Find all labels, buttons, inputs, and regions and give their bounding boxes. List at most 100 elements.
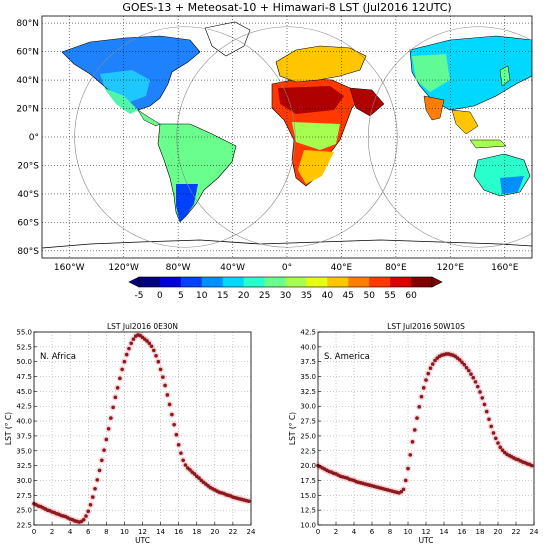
data-point — [419, 394, 424, 399]
x-axis-label: UTC — [135, 536, 150, 545]
x-tick-label: 18 — [476, 528, 485, 536]
y-tick-label: 37.5 — [16, 432, 32, 440]
mexico-warm-region — [104, 88, 138, 114]
x-tick-label: 14 — [156, 528, 165, 536]
y-tick-label: 27.5 — [16, 492, 32, 500]
x-tick-label: 4 — [68, 528, 73, 536]
data-point — [246, 499, 251, 504]
colorbar-swatch — [411, 277, 433, 287]
region-annotation: N. Africa — [40, 352, 76, 362]
x-tick-label: 6 — [370, 528, 375, 536]
data-point — [86, 509, 91, 514]
y-axis-label: LST (° C) — [4, 412, 13, 445]
data-point — [122, 359, 127, 364]
y-tick-label: 40.0 — [300, 343, 316, 351]
data-point — [496, 441, 500, 445]
map-axis-ticks: 160°W 120°W 80°W 40°W 0° 40°E 80°E 120°E 160°E 80… — [16, 19, 518, 273]
map-lon-tick-label: 80°W — [166, 263, 191, 273]
y-tick-label: 10.0 — [300, 522, 316, 530]
data-point — [124, 352, 129, 357]
data-point — [170, 412, 174, 417]
chart-north-africa: 0 2 4 6 8 10 12 14 16 18 20 22 2422.525.027.530.032.… — [4, 322, 256, 545]
colorbar-tick-label: 60 — [405, 291, 417, 301]
y-tick-label: 30.0 — [300, 403, 316, 411]
colorbar-tick-label: 30 — [280, 291, 292, 301]
data-point — [482, 402, 487, 407]
y-tick-label: 22.5 — [16, 522, 32, 530]
x-tick-label: 24 — [530, 528, 539, 536]
data-point — [188, 467, 192, 472]
data-point — [426, 371, 431, 376]
satellite-disk-2 — [367, 26, 532, 248]
map-lat-tick-label: 20°S — [17, 161, 39, 171]
x-tick-label: 2 — [334, 528, 338, 536]
colorbar-frame — [138, 276, 433, 288]
data-point — [161, 375, 165, 379]
data-point — [462, 362, 467, 367]
central-america — [137, 109, 161, 127]
map-lat-tick-label: 20°N — [16, 105, 39, 115]
greenland — [204, 21, 251, 57]
x-tick-label: 2 — [50, 528, 54, 536]
x-tick-label: 16 — [174, 528, 183, 536]
data-point — [464, 365, 469, 370]
map-graticule — [42, 16, 532, 258]
map-lon-tick-label: 120°E — [437, 263, 465, 273]
x-tick-label: 12 — [422, 528, 431, 536]
y-tick-label: 25.0 — [16, 507, 32, 515]
colorbar-swatch — [159, 277, 182, 287]
data-point — [167, 402, 172, 407]
y-tick-label: 25.0 — [300, 432, 316, 440]
data-point — [174, 432, 179, 437]
data-point — [491, 431, 496, 435]
data-point — [487, 417, 491, 422]
satellite-disk-0 — [74, 26, 296, 248]
data-point — [399, 489, 404, 494]
data-point — [471, 375, 476, 380]
chart-south-america: 0 2 4 6 8 10 12 14 16 18 20 22 2410.012.515.017.520.… — [288, 322, 539, 545]
map-lon-tick-label: 160°W — [54, 263, 85, 273]
data-point — [179, 451, 183, 455]
y-tick-label: 17.5 — [300, 477, 316, 485]
y-tick-label: 40.0 — [16, 418, 32, 426]
data-point — [415, 416, 419, 420]
map-lon-tick-label: 0° — [282, 263, 292, 273]
colorbar: -5 0 5 10 15 20 25 30 35 40 45 50 55 60 — [128, 276, 443, 301]
colorbar-swatch — [222, 277, 245, 287]
data-point — [478, 390, 482, 394]
data-point — [466, 368, 471, 373]
data-point — [475, 384, 480, 389]
colorbar-tick-label: 55 — [384, 291, 395, 301]
map-lon-tick-label: 80°E — [385, 263, 407, 273]
data-point — [100, 458, 104, 463]
data-point — [181, 458, 185, 463]
x-tick-label: 20 — [210, 528, 219, 536]
data-point — [93, 486, 97, 491]
colorbar-swatch — [243, 277, 265, 287]
x-tick-label: 10 — [404, 528, 413, 536]
data-point — [433, 358, 437, 363]
data-point — [158, 367, 163, 372]
data-point — [106, 426, 111, 431]
data-point — [410, 440, 415, 444]
x-tick-label: 4 — [352, 528, 357, 536]
y-tick-label: 52.5 — [16, 343, 32, 351]
data-point — [172, 422, 176, 427]
data-point — [127, 346, 131, 351]
x-tick-label: 8 — [388, 528, 392, 536]
y-tick-label: 12.5 — [300, 507, 316, 515]
colorbar-swatch — [327, 277, 349, 287]
colorbar-tick-label: 5 — [178, 291, 184, 301]
region-annotation: S. America — [324, 352, 370, 362]
x-tick-label: 20 — [494, 528, 503, 536]
y-tick-label: 32.5 — [16, 462, 32, 470]
y-tick-label: 45.0 — [16, 388, 32, 396]
x-axis-label: UTC — [419, 536, 434, 545]
colorbar-swatch — [285, 277, 307, 287]
australia-southeast — [500, 176, 524, 194]
colorbar-swatch — [201, 277, 224, 287]
data-point — [104, 437, 109, 442]
map-lon-tick-label: 160°E — [491, 263, 519, 273]
colorbar-tick-label: 0 — [157, 291, 163, 301]
asia-warm-west — [412, 54, 450, 92]
